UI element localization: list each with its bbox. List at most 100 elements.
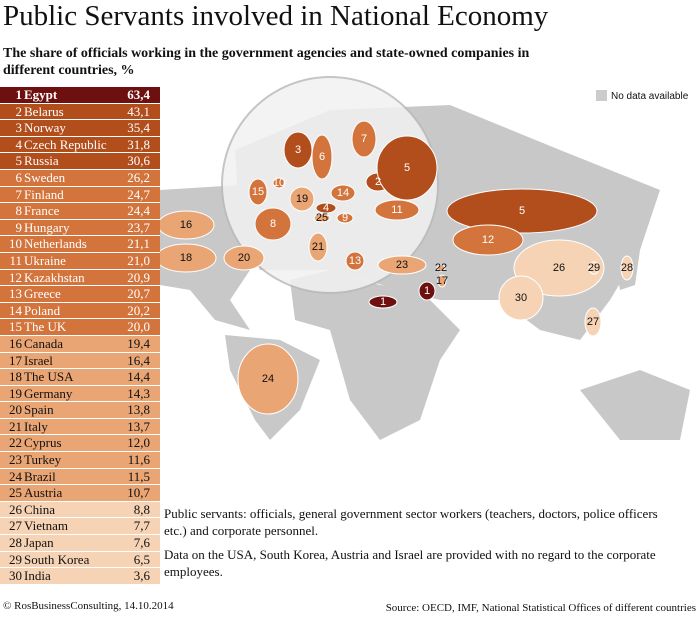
ranking-row: 15 The UK 20,0	[0, 319, 160, 336]
rank: 17	[9, 352, 22, 368]
country-label: 5	[404, 162, 410, 174]
country: Russia	[24, 153, 59, 169]
value: 13,8	[127, 402, 150, 418]
country: The USA	[24, 369, 74, 385]
ranking-row: 18 The USA 14,4	[0, 369, 160, 386]
value: 30,6	[127, 153, 150, 169]
rank: 14	[9, 302, 22, 318]
country: Hungary	[24, 219, 70, 235]
ranking-row: 5 Russia 30,6	[0, 153, 160, 170]
rank: 27	[9, 518, 22, 534]
rank: 22	[9, 435, 22, 451]
country-label: 28	[621, 262, 633, 274]
country-shape	[315, 202, 337, 214]
country-label: 22	[435, 262, 447, 274]
country: Sweden	[24, 169, 66, 185]
country: Belarus	[24, 103, 64, 119]
country-shape	[272, 177, 286, 189]
country: India	[24, 568, 51, 584]
rank: 19	[9, 385, 22, 401]
rank: 26	[9, 501, 22, 517]
country-shape	[620, 255, 634, 281]
value: 35,4	[127, 120, 150, 136]
country: Austria	[24, 485, 63, 501]
country-shape	[345, 251, 365, 271]
country-label: 26	[553, 262, 565, 274]
country-shape	[377, 255, 427, 275]
country: Czech Republic	[24, 136, 107, 152]
rank: 28	[9, 535, 22, 551]
country-label: 24	[262, 373, 274, 385]
country: Cyprus	[24, 435, 62, 451]
country-label: 12	[482, 234, 494, 246]
ranking-list: 1 Egypt 63,4 2 Belarus 43,1 3 Norway 35,4 4 Czech …	[0, 87, 160, 585]
ranking-row: 7 Finland 24,7	[0, 186, 160, 204]
country: Finland	[24, 186, 64, 202]
country-label: 25	[316, 212, 328, 224]
ranking-row: 4 Czech Republic 31,8	[0, 136, 160, 154]
country-shape	[330, 184, 356, 202]
ranking-row: 3 Norway 35,4	[0, 120, 160, 137]
country-shape	[452, 224, 524, 256]
rank: 4	[15, 136, 23, 152]
country: Germany	[24, 385, 73, 401]
country: Israel	[24, 352, 53, 368]
country-label: 5	[519, 205, 525, 217]
rank: 5	[15, 153, 23, 169]
ranking-row: 9 Hungary 23,7	[0, 219, 160, 237]
rank: 18	[9, 369, 22, 385]
rank: 13	[9, 286, 22, 302]
value: 7,7	[133, 518, 150, 534]
value: 24,7	[127, 186, 150, 202]
ranking-row: 16 Canada 19,4	[0, 335, 160, 353]
value: 20,0	[127, 319, 150, 335]
ranking-row: 19 Germany 14,3	[0, 385, 160, 403]
rank: 24	[9, 468, 22, 484]
country-shape	[254, 207, 292, 241]
value: 20,2	[127, 302, 150, 318]
legend-label: No data available	[611, 91, 689, 102]
country-shape	[351, 120, 377, 158]
value: 31,8	[127, 136, 150, 152]
country-shape	[498, 275, 544, 321]
rank: 8	[15, 203, 23, 219]
ranking-row: 1 Egypt 63,4	[0, 87, 160, 104]
ranking-row: 6 Sweden 26,2	[0, 169, 160, 187]
country-label: 8	[270, 218, 276, 230]
country-shape	[437, 274, 447, 288]
value: 8,8	[133, 501, 150, 517]
country-shape	[584, 307, 602, 337]
ranking-row: 8 France 24,4	[0, 203, 160, 220]
country-shape	[588, 261, 600, 275]
value: 11,6	[127, 452, 150, 468]
value: 20,9	[127, 269, 150, 285]
credit: © RosBusinessConsulting, 14.10.2014	[3, 600, 174, 612]
country-shape	[313, 213, 331, 223]
ranking-row: 12 Kazakhstan 20,9	[0, 269, 160, 287]
ranking-row: 30 India 3,6	[0, 568, 160, 585]
subtitle: The share of officials working in the go…	[3, 46, 530, 78]
ranking-row: 10 Netherlands 21,1	[0, 236, 160, 253]
country-label: 17	[436, 275, 448, 287]
rank: 29	[9, 551, 22, 567]
country: Egypt	[24, 87, 58, 102]
value: 21,1	[127, 236, 150, 252]
country: Greece	[24, 286, 61, 302]
country: Turkey	[24, 452, 62, 468]
country-label: 15	[252, 186, 264, 198]
country-shape	[368, 295, 398, 309]
country-label: 18	[180, 252, 192, 264]
ranking-row: 23 Turkey 11,6	[0, 452, 160, 469]
ranking-row: 27 Vietnam 7,7	[0, 518, 160, 536]
value: 13,7	[127, 418, 150, 434]
rank: 21	[9, 418, 22, 434]
rank: 25	[9, 485, 22, 501]
value: 23,7	[127, 219, 150, 235]
country: Netherlands	[24, 236, 87, 252]
ranking-row: 11 Ukraine 21,0	[0, 252, 160, 270]
rank: 2	[15, 103, 23, 119]
rank: 7	[15, 186, 23, 202]
rank: 3	[15, 120, 23, 136]
